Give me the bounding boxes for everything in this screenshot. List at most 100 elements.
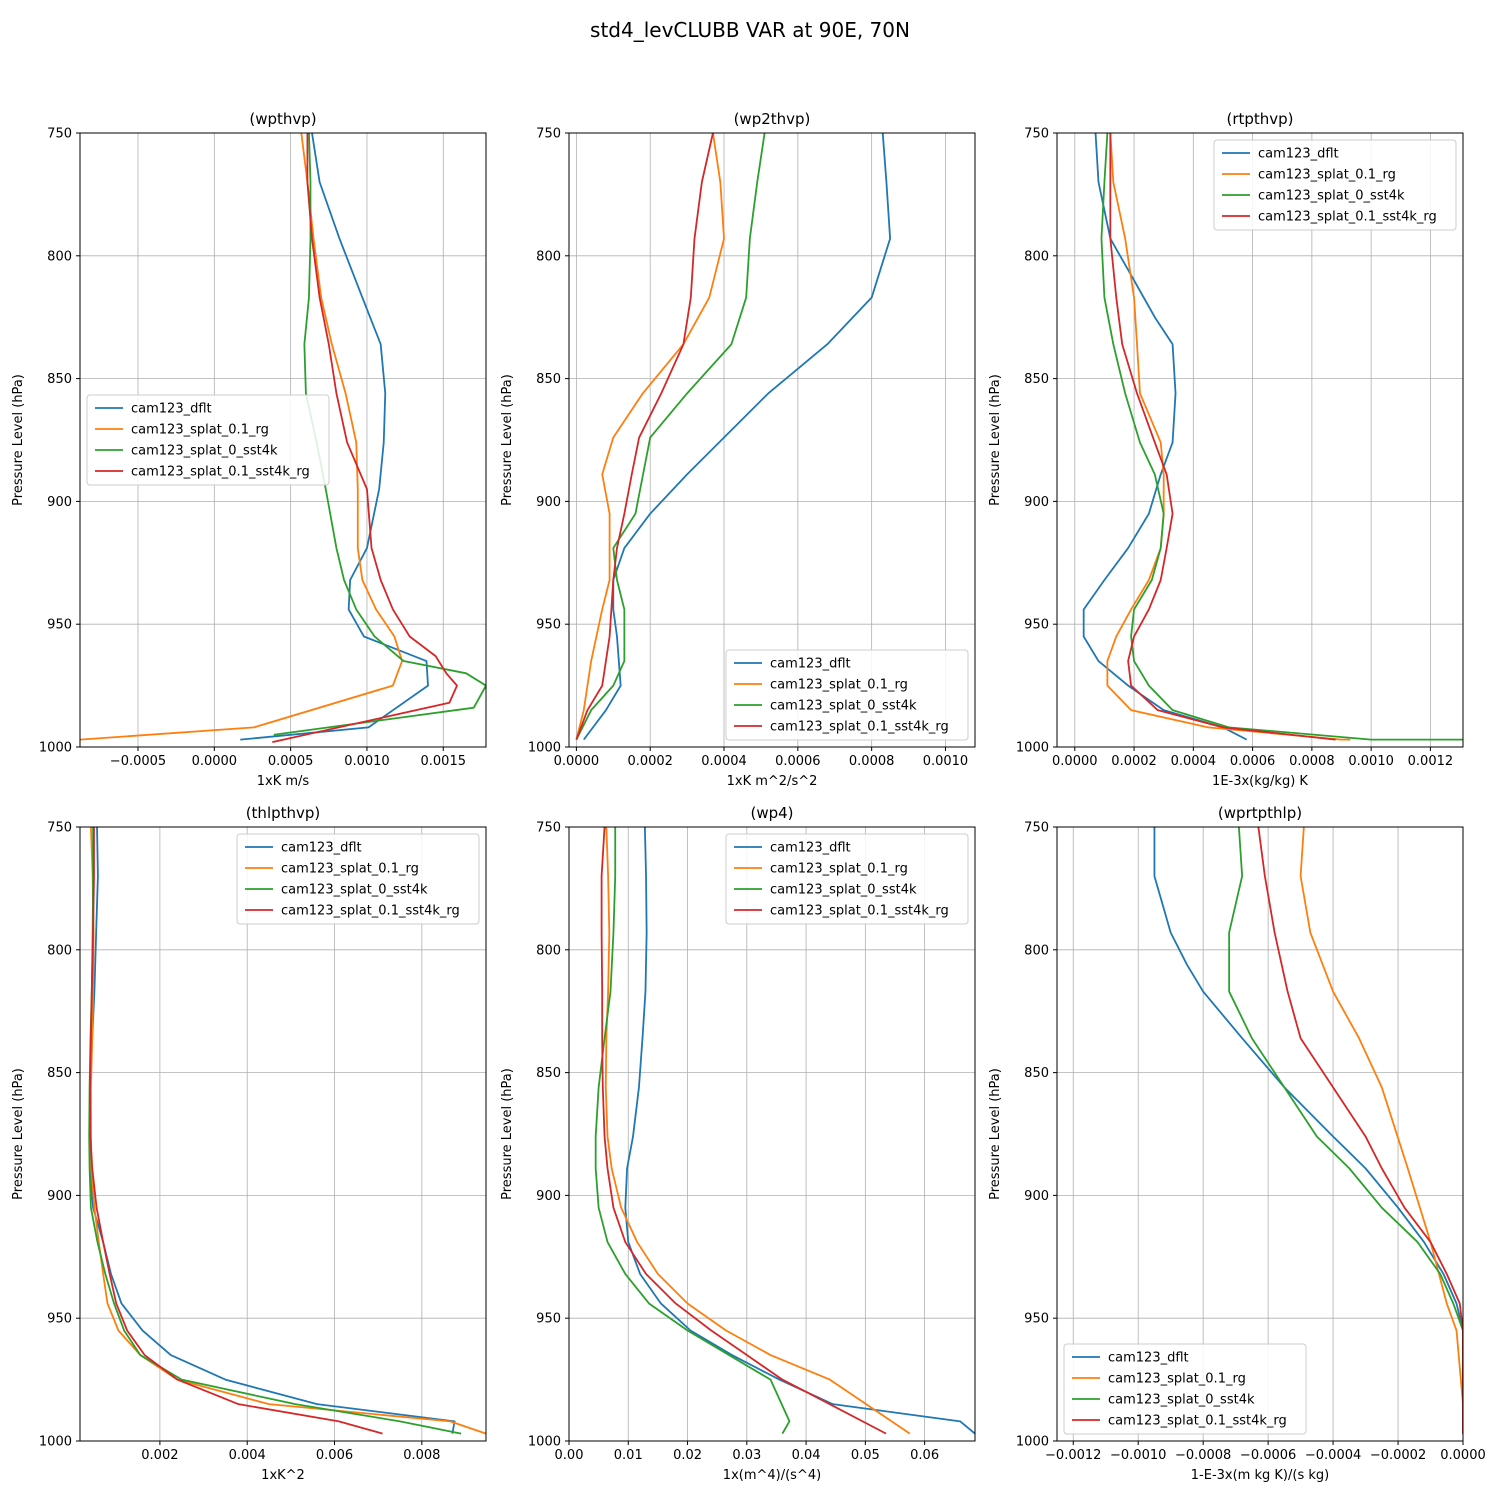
legend-label: cam123_splat_0.1_rg (770, 862, 908, 877)
x-tick-label: 0.05 (851, 1448, 880, 1463)
y-tick-label: 900 (536, 495, 561, 510)
series-line-cam123_splat_0.1_sst4k_rg (89, 827, 383, 1435)
panel-2: 0.0000 0.0002 0.0004 0.0006 0.0008 0.0010 750 8… (500, 110, 976, 789)
series-group (1153, 827, 1463, 1434)
y-tick-label: 850 (1024, 1066, 1049, 1081)
series-line-cam123_splat_0.1_rg (90, 827, 486, 1435)
x-tick-label: 0.0004 (1171, 754, 1217, 769)
y-tick-label: 750 (1024, 127, 1049, 142)
x-tick-label: 0.008 (403, 1448, 440, 1463)
x-axis-label: 1E-3x(kg/kg) K (1212, 774, 1308, 789)
x-tick-label: 0.0015 (421, 754, 467, 769)
y-tick-label: 900 (1024, 1189, 1049, 1204)
legend-label: cam123_dflt (1108, 1351, 1189, 1366)
y-tick-label: 800 (536, 943, 561, 958)
series-line-cam123_splat_0_sst4k (273, 133, 486, 736)
x-tick-label: 0.0006 (1230, 754, 1276, 769)
legend-label: cam123_splat_0.1_sst4k_rg (1108, 1414, 1287, 1429)
x-tick-label: 0.0000 (1440, 1448, 1486, 1463)
series-line-cam123_splat_0_sst4k (1100, 133, 1463, 741)
series-line-cam123_splat_0.1_rg (575, 133, 725, 740)
panel-6: −0.0012 −0.0010 −0.0008 −0.0006 −0.0004 −0.00… (988, 804, 1486, 1483)
y-axis-label: Pressure Level (hPa) (500, 374, 515, 506)
series-line-cam123_splat_0_sst4k (575, 133, 766, 741)
y-tick-label: 850 (47, 372, 72, 387)
legend: cam123_dflt cam123_splat_0.1_rg cam123_spl… (725, 649, 969, 741)
y-tick-label: 750 (1024, 821, 1049, 836)
y-tick-label: 1000 (528, 1435, 561, 1450)
y-tick-label: 750 (536, 127, 561, 142)
legend-box (1213, 139, 1457, 231)
legend-box (725, 833, 969, 925)
series-line-cam123_splat_0_sst4k (594, 827, 791, 1435)
axes-frame (1056, 826, 1464, 1442)
series-group (594, 827, 975, 1435)
legend-label: cam123_splat_0.1_rg (281, 862, 419, 877)
axes-frame (79, 826, 487, 1442)
x-tick-label: 0.0008 (1289, 754, 1335, 769)
panel-title: (wp2thvp) (734, 110, 811, 128)
axes-frame (568, 132, 976, 748)
x-tick-label: 0.0002 (1111, 754, 1157, 769)
legend-box (236, 833, 480, 925)
x-tick-label: 0.0004 (701, 754, 747, 769)
y-tick-label: 750 (536, 821, 561, 836)
panel-3: 0.0000 0.0002 0.0004 0.0006 0.0008 0.0010 0.00… (988, 110, 1464, 789)
x-tick-label: 0.0008 (849, 754, 895, 769)
series-line-cam123_splat_0.1_sst4k_rg (1257, 827, 1463, 1434)
x-tick-label: 0.01 (614, 1448, 643, 1463)
y-tick-label: 900 (1024, 495, 1049, 510)
legend-label: cam123_splat_0.1_sst4k_rg (770, 720, 949, 735)
y-axis-label: Pressure Level (hPa) (11, 374, 26, 506)
x-tick-label: 0.02 (673, 1448, 702, 1463)
series-group (575, 133, 892, 741)
x-tick-label: 0.0010 (923, 754, 969, 769)
x-tick-label: 0.0000 (192, 754, 238, 769)
panel-1: −0.0005 0.0000 0.0005 0.0010 0.0015 750 800 850… (11, 110, 487, 789)
legend-label: cam123_splat_0.1_sst4k_rg (131, 465, 310, 480)
y-tick-label: 800 (47, 249, 72, 264)
legend: cam123_dflt cam123_splat_0.1_rg cam123_spl… (236, 833, 480, 925)
series-line-cam123_splat_0_sst4k (1228, 827, 1463, 1434)
x-tick-label: 0.03 (732, 1448, 761, 1463)
x-axis-label: 1-E-3x(m kg K)/(s kg) (1191, 1468, 1329, 1483)
y-tick-label: 950 (536, 618, 561, 633)
legend-label: cam123_splat_0.1_rg (131, 423, 269, 438)
series-group (80, 133, 486, 743)
x-tick-label: 0.006 (316, 1448, 353, 1463)
y-tick-label: 950 (1024, 618, 1049, 633)
series-line-cam123_dflt (624, 827, 975, 1435)
series-line-cam123_splat_0.1_rg (80, 133, 403, 741)
x-tick-label: 0.0005 (268, 754, 314, 769)
x-tick-label: 0.002 (141, 1448, 178, 1463)
x-tick-label: 0.0010 (1348, 754, 1394, 769)
panel-title: (wprtpthlp) (1218, 804, 1302, 822)
y-axis-label: Pressure Level (hPa) (988, 374, 1003, 506)
series-line-cam123_dflt (88, 827, 456, 1434)
x-tick-label: 0.06 (910, 1448, 939, 1463)
y-tick-label: 950 (536, 1312, 561, 1327)
y-tick-label: 750 (47, 127, 72, 142)
x-tick-label: 0.0010 (344, 754, 390, 769)
series-line-cam123_dflt (1082, 133, 1248, 741)
legend: cam123_dflt cam123_splat_0.1_rg cam123_spl… (1063, 1343, 1307, 1435)
legend-label: cam123_splat_0_sst4k (131, 444, 278, 459)
legend-box (86, 394, 330, 486)
y-tick-label: 900 (47, 1189, 72, 1204)
series-line-cam123_dflt (1153, 827, 1463, 1434)
y-tick-label: 950 (47, 1312, 72, 1327)
y-tick-label: 800 (1024, 943, 1049, 958)
panel-4: 0.002 0.004 0.006 0.008 750 800 850 900 950 1000 (… (11, 804, 487, 1483)
y-axis-label: Pressure Level (hPa) (11, 1068, 26, 1200)
x-tick-label: 0.0012 (1408, 754, 1454, 769)
axes-frame (79, 132, 487, 748)
panel-title: (wpthvp) (249, 110, 316, 128)
legend-label: cam123_splat_0.1_sst4k_rg (281, 904, 460, 919)
y-tick-label: 850 (47, 1066, 72, 1081)
x-tick-label: 0.0006 (775, 754, 821, 769)
x-axis-label: 1xK m/s (257, 774, 310, 789)
x-tick-label: 0.0002 (627, 754, 673, 769)
y-tick-label: 800 (536, 249, 561, 264)
x-tick-label: −0.0012 (1045, 1448, 1101, 1463)
